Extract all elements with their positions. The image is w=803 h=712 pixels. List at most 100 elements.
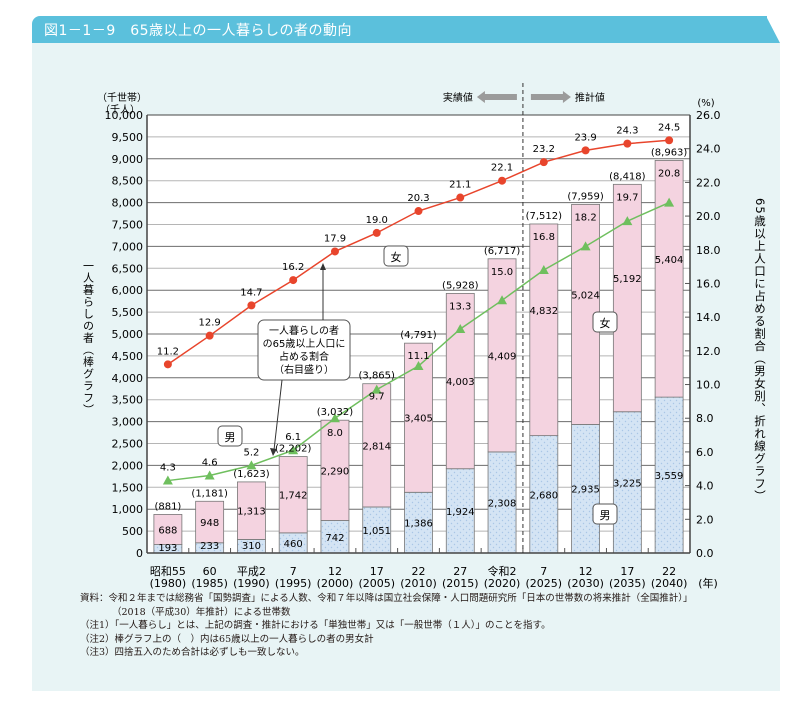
y-tick-right: 8.0 <box>696 412 714 425</box>
x-tick-year: (1995) <box>275 577 312 590</box>
male-ratio-marker <box>622 216 633 226</box>
callout-line: 占める割合 <box>279 350 329 363</box>
female-ratio-marker <box>247 301 256 310</box>
bar-total: (881) <box>154 501 181 512</box>
male-ratio-label: 13.3 <box>449 301 471 312</box>
male-ratio-label: 20.8 <box>658 168 680 179</box>
arrow-down-icon <box>270 448 277 456</box>
male-ratio-marker <box>455 323 466 333</box>
y-unit-left-1: （千世帯） <box>97 91 147 104</box>
y-unit-right: (%) <box>697 98 714 109</box>
male-tag-box <box>217 425 243 447</box>
y-tick-right: 18.0 <box>696 244 721 257</box>
y-tick-right: 12.0 <box>696 345 721 358</box>
y-tick-right: 20.0 <box>696 210 721 223</box>
x-tick-year: (2035) <box>609 577 646 590</box>
bar-total: (1,181) <box>191 488 228 499</box>
male-ratio-label: 9.7 <box>369 392 385 403</box>
y-tick-right: 6.0 <box>696 446 714 459</box>
axes: 0 500 1,000 1,500 2,000 2,500 3,000 3,500 4,000 4… <box>82 83 767 560</box>
legend-actual: 実績値 <box>443 91 473 104</box>
y-tick-left: 9,000 <box>112 153 144 166</box>
y-tick-left: 2,000 <box>112 459 144 472</box>
x-tick-label: 22 <box>662 565 676 578</box>
male-ratio-marker <box>664 197 675 207</box>
y-tick-left: 3,500 <box>112 394 144 407</box>
male-tag-2: 男 <box>600 509 611 522</box>
x-tick-year: (2025) <box>526 577 563 590</box>
x-tick-label: 7 <box>540 565 547 578</box>
y-tick-right: 10.0 <box>696 379 721 392</box>
bar-total: (8,418) <box>609 171 646 182</box>
y-tick-left: 1,000 <box>112 503 144 516</box>
x-tick-label: 7 <box>290 565 297 578</box>
bar-value-female: 1,742 <box>279 491 308 502</box>
male-ratio-label: 6.1 <box>285 432 301 443</box>
x-tick-year: (2030) <box>567 577 604 590</box>
x-tick-label: 12 <box>579 565 593 578</box>
y-tick-left: 7,500 <box>112 219 144 232</box>
bar-value-female: 2,290 <box>321 466 350 477</box>
x-tick-label: 22 <box>412 565 426 578</box>
note-2: （注2）棒グラフ上の（ ）内は65歳以上の一人暮らしの者の男女計 <box>80 633 374 645</box>
y-tick-left: 4,500 <box>112 350 144 363</box>
y-tick-right: 22.0 <box>696 176 721 189</box>
arrow-right-icon <box>530 91 571 103</box>
callout-box <box>257 319 351 381</box>
bar-value-female: 4,003 <box>446 377 475 388</box>
female-ratio-marker <box>163 360 172 369</box>
bar-female <box>237 481 266 540</box>
bar-value-male: 1,924 <box>446 507 475 518</box>
y-tick-left: 5,500 <box>112 306 144 319</box>
male-ratio-marker <box>371 384 382 394</box>
x-tick-year: (2010) <box>400 577 437 590</box>
y-tick-left: 4,000 <box>112 372 144 385</box>
source-line-2: （2018（平成30）年推計）による世帯数 <box>112 606 291 618</box>
y-tick-right: 2.0 <box>696 513 714 526</box>
y-tick-left: 5,000 <box>112 328 144 341</box>
bar-value-female: 688 <box>158 525 177 536</box>
bar-male <box>571 424 600 554</box>
bar-female <box>320 419 350 521</box>
female-tag-2: 女 <box>600 316 611 330</box>
x-tick-label: 令和2 <box>488 564 517 578</box>
male-ratio-marker <box>497 295 508 305</box>
female-ratio-label: 23.9 <box>574 132 596 143</box>
female-ratio-label: 22.1 <box>491 163 513 174</box>
female-ratio-marker <box>289 276 298 285</box>
bar-female <box>529 223 559 437</box>
bar-value-male: 1,051 <box>362 526 391 537</box>
female-ratio-marker <box>665 136 674 145</box>
x-tick-label: 60 <box>203 565 217 578</box>
male-ratio-label: 4.3 <box>160 463 176 474</box>
x-tick-year: (2005) <box>358 577 395 590</box>
y-tick-left: 3,000 <box>112 416 144 429</box>
male-ratio-label: 16.8 <box>533 232 555 243</box>
bar-value-male: 193 <box>158 543 177 554</box>
female-ratio-label: 17.9 <box>324 233 346 244</box>
x-tick-year: (1990) <box>233 577 270 590</box>
bar-male <box>612 411 642 554</box>
bar-female <box>153 514 183 545</box>
male-ratio-marker <box>580 241 591 251</box>
y-tick-left: 2,500 <box>112 438 144 451</box>
female-ratio-label: 24.3 <box>616 126 638 137</box>
male-ratio-label: 8.0 <box>327 428 343 439</box>
arrow-up-icon <box>320 263 326 270</box>
male-ratio-marker <box>329 413 340 423</box>
female-ratio-label: 20.3 <box>407 193 429 204</box>
y-tick-left: 0 <box>136 547 143 560</box>
header-tail <box>760 16 780 43</box>
bar-total: (7,512) <box>526 211 563 222</box>
arrow-left-icon <box>476 91 517 103</box>
bar-value-male: 2,935 <box>571 485 600 496</box>
male-ratio-label: 18.2 <box>574 212 596 223</box>
female-ratio-marker <box>205 331 214 340</box>
female-ratio-marker <box>539 158 548 167</box>
bar-value-female: 4,832 <box>529 306 558 317</box>
x-tick-year: (2020) <box>484 577 521 590</box>
x-tick-label: 17 <box>620 565 634 578</box>
bar-total: (2,202) <box>275 444 312 455</box>
bar-male <box>654 396 684 554</box>
callout-line: （右目盛り） <box>274 363 334 376</box>
